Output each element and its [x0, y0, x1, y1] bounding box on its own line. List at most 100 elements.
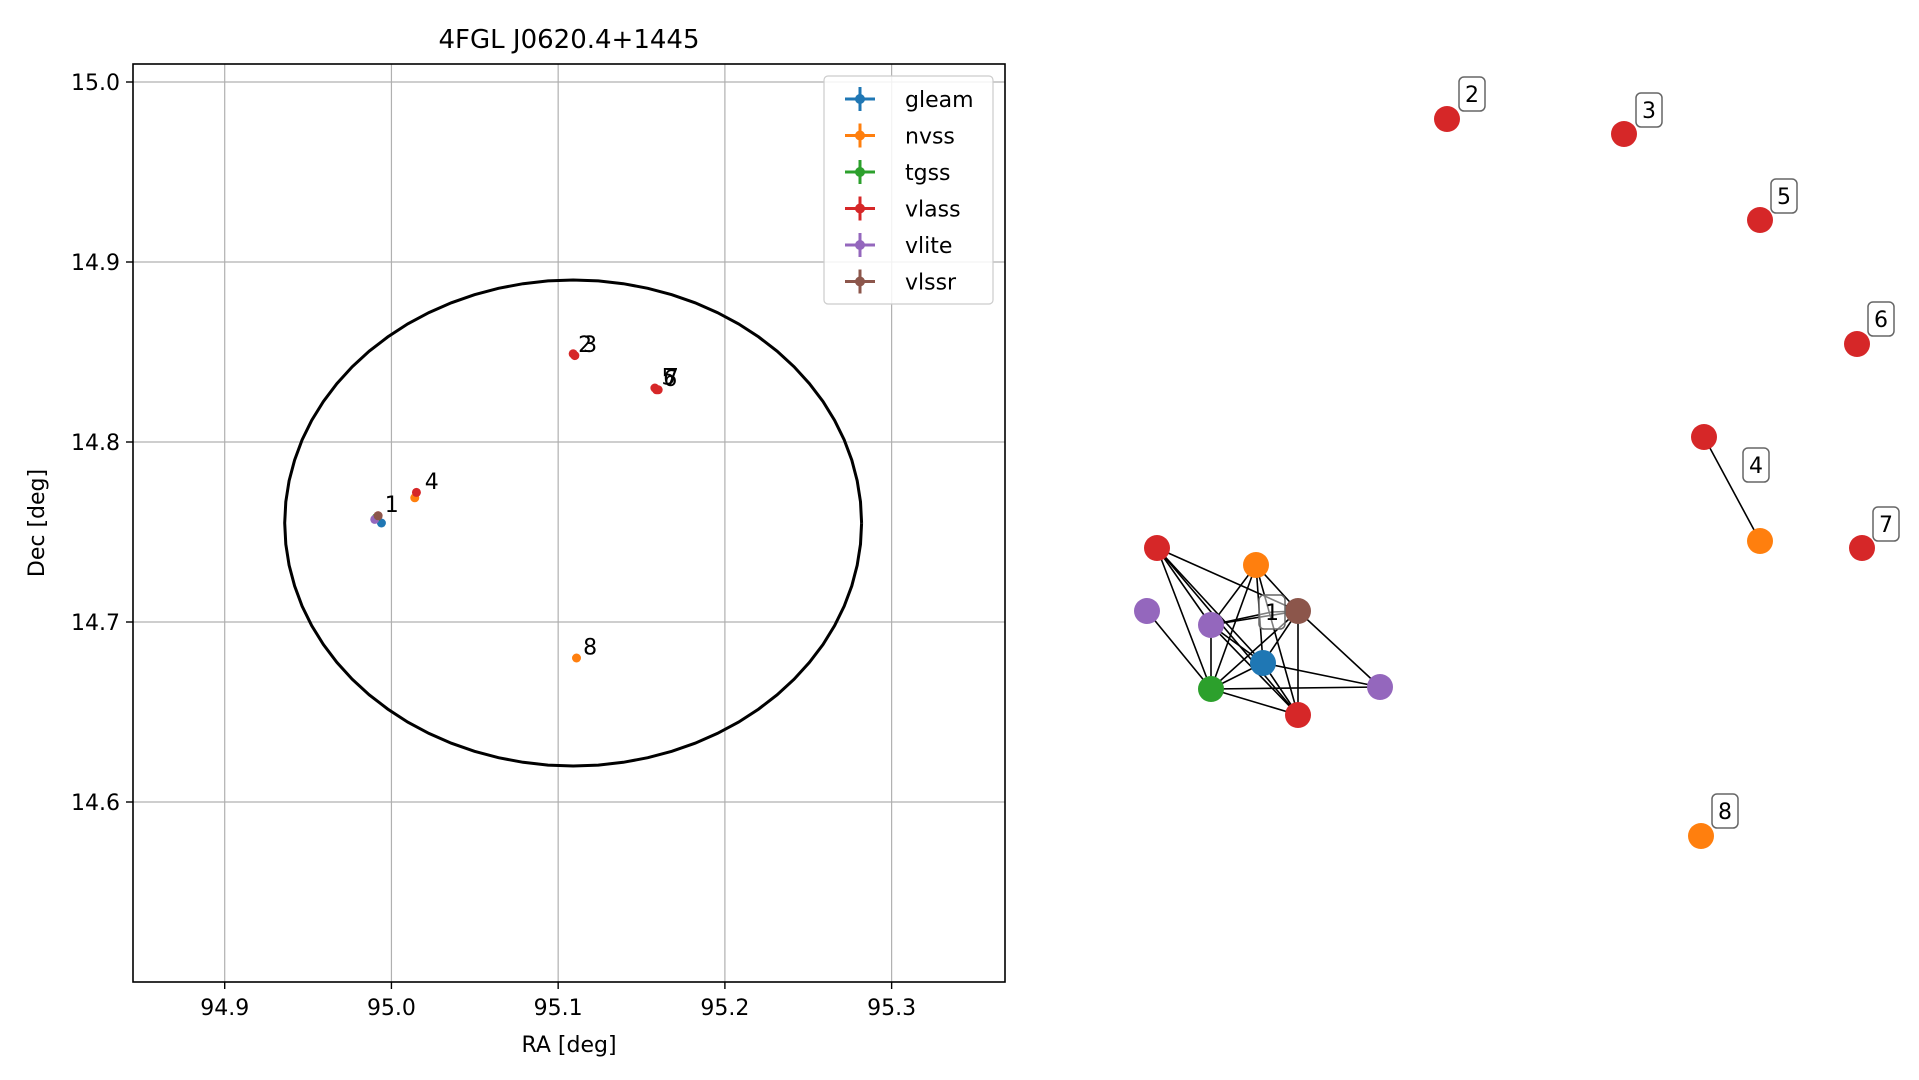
node-label-box: [1711, 793, 1739, 829]
source-label-5: 5: [662, 365, 676, 390]
y-tick-label: 14.9: [71, 251, 120, 276]
legend-marker: [855, 276, 865, 287]
uncertainty-ellipse: [283, 278, 864, 768]
network-node: [1134, 598, 1160, 624]
x-tick-label: 95.2: [700, 996, 749, 1021]
node-label-text: 1: [1265, 601, 1279, 626]
network-node-label-1: 1: [1258, 594, 1286, 630]
node-label-text: 2: [1465, 83, 1479, 108]
y-tick-label: 15.0: [71, 71, 120, 96]
source-label-2: 2: [578, 333, 592, 358]
y-axis-label: Dec [deg]: [25, 469, 50, 577]
network-edge: [1156, 547, 1212, 690]
node-label-text: 6: [1874, 308, 1888, 333]
network-node: [1367, 674, 1393, 700]
x-tick-label: 95.1: [534, 996, 583, 1021]
plot-frame: [132, 63, 1006, 983]
network-node: [1747, 528, 1773, 554]
network-edge: [1703, 436, 1761, 542]
legend-marker: [855, 167, 865, 177]
network-edge: [1156, 547, 1264, 664]
legend-marker: [855, 240, 865, 250]
network-node-label-2: 2: [1458, 76, 1486, 112]
network-edges: [1146, 436, 1761, 716]
data-points: [370, 349, 663, 663]
source-label-1: 1: [385, 493, 399, 518]
network-edge: [1262, 662, 1381, 688]
x-tick-label: 94.9: [200, 996, 249, 1021]
legend-label: gleam: [905, 88, 974, 113]
network-node: [1747, 207, 1773, 233]
point-vlass: [411, 487, 421, 497]
network-node-label-5: 5: [1770, 178, 1798, 214]
x-tick-label: 95.0: [367, 996, 416, 1021]
point-vlass: [653, 385, 663, 395]
x-tick-label: 95.3: [867, 996, 916, 1021]
network-node: [1688, 823, 1714, 849]
source-label-4: 4: [425, 470, 439, 495]
y-tick-label: 14.6: [71, 791, 120, 816]
legend-label: vlssr: [905, 271, 957, 296]
point-vlass: [570, 351, 580, 361]
network-node: [1198, 676, 1224, 702]
network-node: [1285, 598, 1311, 624]
node-label-box: [1635, 92, 1663, 128]
node-label-text: 7: [1879, 513, 1893, 538]
network-node: [1250, 650, 1276, 676]
source-label-6: 6: [663, 367, 677, 392]
legend-label: tgss: [905, 161, 951, 186]
network-node-label-4: 4: [1742, 447, 1770, 483]
legend-label: vlite: [905, 234, 952, 259]
network-node: [1243, 552, 1269, 578]
network-edge: [1210, 688, 1299, 716]
network-node: [1844, 331, 1870, 357]
legend-item-nvss: nvss: [845, 123, 955, 150]
node-label-box: [1872, 506, 1900, 542]
legend-label: nvss: [905, 125, 955, 150]
network-node-label-8: 8: [1711, 793, 1739, 829]
legend: gleam nvss tgss vlass vlite vlssr: [823, 75, 994, 305]
network-node-label-7: 7: [1872, 506, 1900, 542]
network-edge: [1156, 547, 1212, 626]
y-tick-label: 14.7: [71, 611, 120, 636]
legend-item-vlssr: vlssr: [845, 269, 957, 296]
network-edge: [1156, 547, 1299, 716]
network-node: [1434, 106, 1460, 132]
node-label-box: [1258, 594, 1286, 630]
network-node: [1691, 424, 1717, 450]
network-node: [1849, 535, 1875, 561]
node-label-text: 3: [1642, 99, 1656, 124]
network-edge: [1297, 610, 1381, 688]
legend-item-gleam: gleam: [845, 87, 974, 113]
y-tick-labels: 14.6 14.7 14.8 14.9 15.0: [71, 71, 133, 816]
network-edge: [1210, 686, 1381, 690]
legend-marker: [855, 130, 865, 141]
network-node-label-6: 6: [1867, 301, 1895, 337]
network-labels: 1 2 3 5 6 4 7 8: [1258, 76, 1900, 829]
node-label-box: [1742, 447, 1770, 483]
source-labels: 1 23 4 567 8: [385, 333, 679, 660]
legend-marker: [855, 203, 865, 214]
legend-item-tgss: tgss: [845, 160, 951, 186]
chart-title: 4FGL J0620.4+1445: [439, 25, 700, 55]
node-label-text: 8: [1718, 800, 1732, 825]
legend-item-vlite: vlite: [845, 233, 952, 259]
legend-marker: [855, 94, 865, 104]
network-edge: [1255, 564, 1299, 716]
y-tick-label: 14.8: [71, 431, 120, 456]
point-nvss: [572, 653, 582, 663]
network-edge: [1210, 564, 1257, 690]
node-label-text: 5: [1777, 185, 1791, 210]
legend-label: vlass: [905, 198, 961, 223]
legend-item-vlass: vlass: [845, 196, 961, 223]
node-label-box: [1770, 178, 1798, 214]
x-axis-label: RA [deg]: [521, 1033, 616, 1058]
node-label-box: [1458, 76, 1486, 112]
source-label-7: 7: [665, 365, 679, 390]
network-nodes: [1134, 106, 1875, 849]
x-tick-labels: 94.9 95.0 95.1 95.2 95.3: [200, 982, 916, 1021]
source-label-3: 3: [583, 333, 597, 358]
network-edge: [1146, 610, 1212, 690]
